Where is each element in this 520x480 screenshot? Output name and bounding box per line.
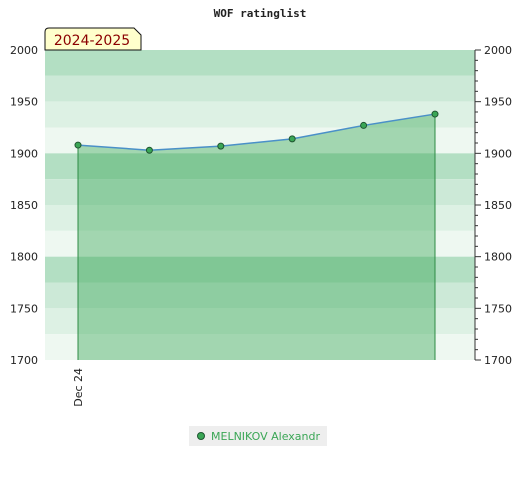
y-axis-left: 1700 1750 1800 1850 1900 1950 2000: [10, 44, 38, 367]
data-point: [288, 135, 296, 143]
data-point: [360, 121, 368, 129]
y-tick-label-left: 1700: [10, 354, 38, 367]
legend: MELNIKOV Alexandr: [189, 426, 328, 446]
background-band: [45, 153, 475, 180]
y-tick-label-right: 1800: [484, 251, 512, 264]
y-tick-label-right: 2000: [484, 44, 512, 57]
background-band: [45, 334, 475, 360]
y-tick-label-left: 1900: [10, 147, 38, 160]
background-band: [45, 230, 475, 257]
points-layer: [74, 110, 439, 154]
area-layer: [78, 114, 435, 360]
season-badge: 2024-2025: [44, 27, 142, 51]
background-band: [45, 127, 475, 154]
y-tick-label-left: 1850: [10, 199, 38, 212]
background-bands: [45, 50, 475, 360]
data-point: [431, 110, 439, 118]
data-point: [145, 146, 153, 154]
data-point: [217, 142, 225, 150]
y-tick-label-right: 1700: [484, 354, 512, 367]
x-axis: Dec 24: [72, 368, 85, 407]
background-band: [45, 50, 475, 76]
legend-marker: [197, 432, 205, 440]
y-tick-label-right: 1900: [484, 147, 512, 160]
y-tick-label-left: 1800: [10, 251, 38, 264]
series-line: [77, 113, 436, 151]
y-tick-label-right: 1950: [484, 96, 512, 109]
x-tick-label: Dec 24: [72, 368, 85, 407]
background-band: [45, 308, 475, 335]
y-tick-label-left: 1950: [10, 96, 38, 109]
y-axis-right: 1700 1750 1800 1850 1900 1950 2000: [474, 44, 512, 367]
y-tick-label-right: 1750: [484, 302, 512, 315]
y-tick-label-right: 1850: [484, 199, 512, 212]
season-badge-box: [44, 27, 142, 51]
background-band: [45, 179, 475, 205]
chart-title: WOF ratinglist: [214, 7, 307, 20]
line-layer: [77, 113, 436, 360]
background-band: [45, 282, 475, 309]
legend-label: MELNIKOV Alexandr: [211, 429, 321, 443]
y-tick-label-left: 2000: [10, 44, 38, 57]
background-band: [45, 256, 475, 283]
series-area: [78, 114, 435, 360]
background-band: [45, 101, 475, 128]
data-point: [74, 141, 82, 149]
season-label: 2024-2025: [54, 33, 130, 49]
background-band: [45, 75, 475, 102]
y-tick-label-left: 1750: [10, 302, 38, 315]
background-band: [45, 205, 475, 231]
